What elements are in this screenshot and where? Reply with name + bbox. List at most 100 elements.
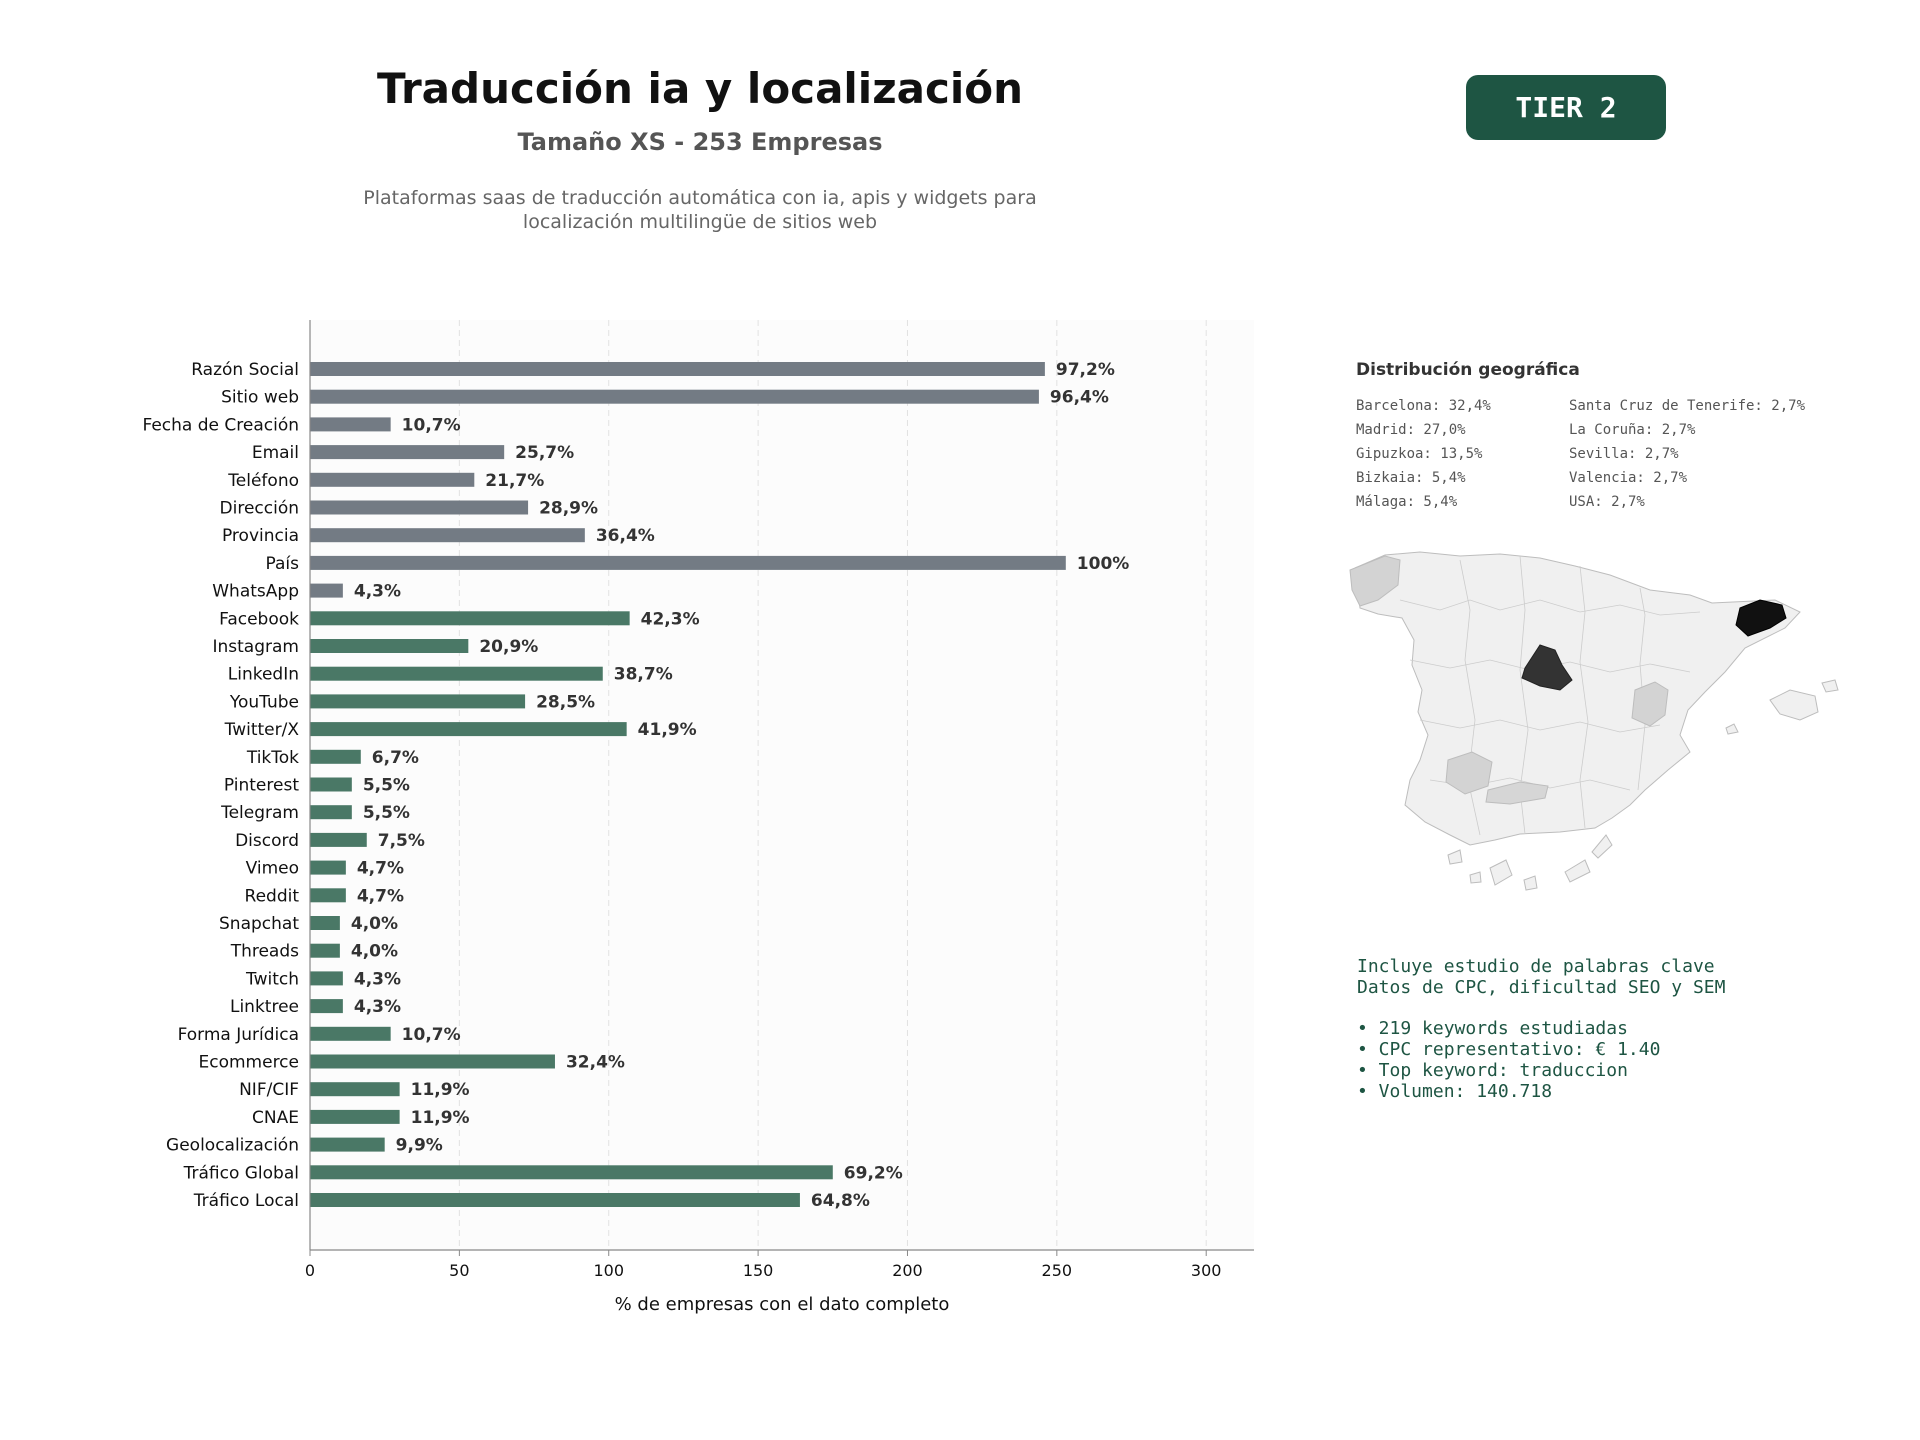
category-label: Dirección (220, 499, 299, 519)
category-label: Sitio web (221, 388, 299, 408)
bar (310, 999, 343, 1014)
category-label: Ecommerce (199, 1053, 300, 1073)
chart-description: Plataformas saas de traducción automátic… (250, 186, 1150, 234)
category-label: Snapchat (219, 914, 299, 934)
chart-title: Traducción ia y localización (376, 64, 1024, 113)
value-label: 7,5% (378, 831, 425, 851)
bar (310, 832, 367, 847)
category-label: Razón Social (191, 360, 299, 380)
category-label: Geolocalización (166, 1136, 299, 1156)
category-label: Forma Jurídica (178, 1025, 299, 1045)
map-baleares-menorca (1821, 679, 1839, 693)
value-label: 4,3% (354, 582, 401, 602)
geo-list: Barcelona: 32,4% Santa Cruz de Tenerife: … (1356, 398, 1896, 510)
map-canarias-2 (1469, 871, 1482, 884)
category-label: Discord (235, 831, 299, 851)
category-label: Vimeo (246, 859, 299, 879)
x-tick-label: 100 (593, 1261, 624, 1280)
map-baleares-ibiza (1725, 723, 1739, 735)
category-label: Tráfico Local (193, 1191, 299, 1211)
value-label: 11,9% (411, 1108, 470, 1128)
bar (310, 472, 475, 487)
bar (310, 583, 343, 598)
map-malaga (1485, 781, 1549, 805)
bar (310, 916, 340, 930)
category-label: Instagram (213, 637, 300, 657)
value-label: 28,5% (536, 692, 595, 712)
geo-item: Valencia: 2,7% (1569, 470, 1688, 486)
x-tick-label: 250 (1042, 1261, 1073, 1280)
geo-item: Málaga: 5,4% (1356, 494, 1458, 510)
x-tick-label: 200 (892, 1261, 923, 1280)
value-label: 10,7% (402, 415, 461, 435)
value-label: 64,8% (811, 1191, 870, 1211)
geo-item: La Coruña: 2,7% (1569, 422, 1696, 438)
keywords-bullet-1: • 219 keywords estudiadas (1357, 1018, 1628, 1039)
bar (310, 1165, 833, 1180)
category-label: LinkedIn (228, 665, 299, 685)
value-label: 38,7% (614, 665, 673, 685)
category-label: Reddit (245, 886, 300, 906)
chart-subtitle: Tamaño XS - 253 Empresas (517, 128, 883, 156)
keywords-panel: Incluye estudio de palabras clave Datos … (1357, 956, 1897, 1102)
bar (310, 389, 1039, 404)
category-label: Threads (230, 942, 299, 962)
bar (310, 943, 340, 958)
category-label: Fecha de Creación (142, 415, 299, 435)
value-label: 96,4% (1050, 388, 1109, 408)
x-tick-label: 150 (743, 1261, 774, 1280)
bar (310, 805, 352, 820)
map-baleares-mallorca (1769, 689, 1819, 721)
value-label: 5,5% (363, 803, 410, 823)
x-axis-label: % de empresas con el dato completo (615, 1294, 950, 1315)
bar (310, 777, 352, 792)
category-label: Linktree (230, 997, 299, 1017)
category-labels: Razón Social Sitio web Fecha de Creación Em… (142, 360, 299, 1211)
keywords-bullet-3: • Top keyword: traduccion (1357, 1060, 1628, 1081)
bar (310, 971, 343, 986)
category-label: Telegram (220, 803, 299, 823)
bar (310, 722, 627, 737)
x-tick-label: 50 (449, 1261, 469, 1280)
value-label: 10,7% (402, 1025, 461, 1045)
value-label: 6,7% (372, 748, 419, 768)
category-label: Facebook (219, 609, 299, 629)
value-label: 4,7% (357, 859, 404, 879)
map-canarias-3 (1489, 859, 1513, 886)
value-label: 100% (1077, 554, 1130, 574)
value-label: 4,3% (354, 969, 401, 989)
bar (310, 666, 603, 681)
category-label: Twitch (245, 969, 299, 989)
description-line-2: localización multilingüe de sitios web (522, 211, 878, 233)
bar-chart: Razón Social Sitio web Fecha de Creación Em… (142, 320, 1254, 1315)
x-tick-label: 300 (1191, 1261, 1222, 1280)
tier-badge: TIER 2 (1466, 75, 1666, 140)
geo-title: Distribución geográfica (1356, 360, 1580, 380)
bar (310, 611, 630, 626)
category-label: País (266, 554, 300, 574)
bar (310, 1137, 385, 1152)
value-label: 4,3% (354, 997, 401, 1017)
category-label: Teléfono (227, 471, 299, 491)
value-label: 42,3% (641, 609, 700, 629)
category-label: YouTube (229, 692, 299, 712)
bar (310, 1109, 400, 1124)
value-label: 97,2% (1056, 360, 1115, 380)
keywords-bullet-2: • CPC representativo: € 1.40 (1357, 1039, 1661, 1060)
map-sevilla (1445, 751, 1493, 795)
bar (310, 417, 391, 432)
category-label: Pinterest (224, 776, 299, 796)
value-label: 41,9% (638, 720, 697, 740)
keywords-line-1: Incluye estudio de palabras clave (1357, 956, 1715, 977)
value-label: 32,4% (566, 1053, 625, 1073)
bar (310, 888, 346, 903)
category-label: WhatsApp (212, 582, 299, 602)
value-labels: 97,2% 96,4% 10,7% 25,7% 21,7% 28,9% 36,4% 100% 4… (351, 360, 1129, 1211)
geo-item: Bizkaia: 5,4% (1356, 470, 1466, 486)
map-canarias-5 (1564, 859, 1591, 883)
geo-item: Barcelona: 32,4% (1356, 398, 1491, 414)
geo-item: Sevilla: 2,7% (1569, 446, 1679, 462)
value-label: 25,7% (515, 443, 574, 463)
value-label: 9,9% (396, 1136, 443, 1156)
bar (310, 1193, 800, 1207)
